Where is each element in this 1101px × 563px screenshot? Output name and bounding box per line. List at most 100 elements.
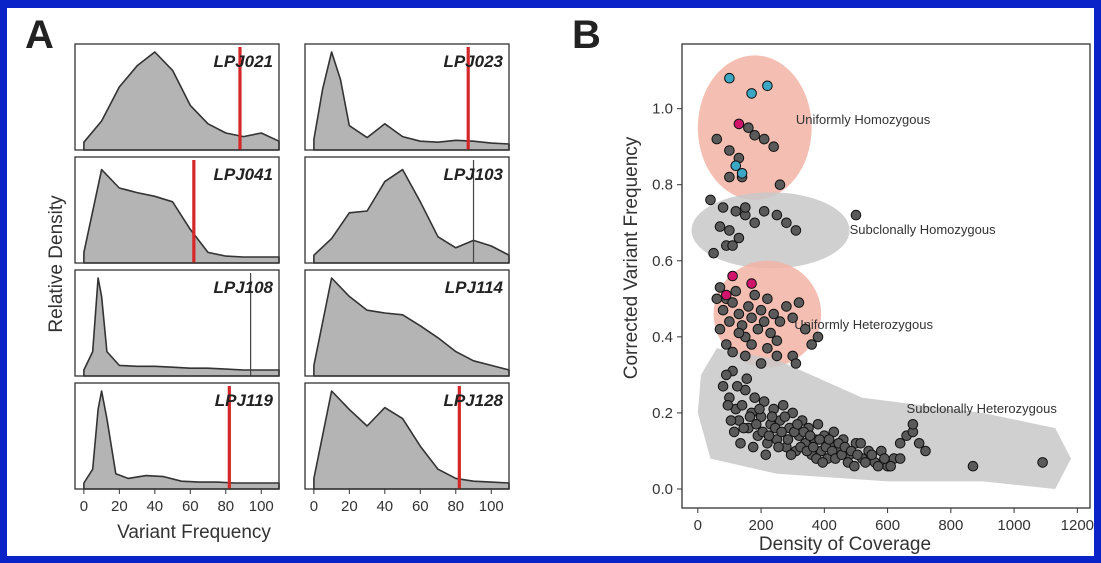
scatter-point-blue	[762, 80, 773, 92]
x-tick-label: 80	[447, 498, 464, 515]
density-panels: LPJ021 LPJ023 LPJ041 LPJ103 LPJ108 LPJ114 LPJ1…	[74, 43, 510, 515]
scatter-point-grey	[1037, 457, 1048, 468]
density-panel-lpj023: LPJ023	[304, 43, 510, 151]
scatter-point-grey	[787, 312, 799, 324]
x-tick-label: 100	[479, 498, 504, 515]
x-tick-label: 0	[694, 517, 702, 534]
scatter-point-grey	[885, 460, 897, 472]
y-tick-label: 0.4	[652, 329, 673, 346]
scatter-point-grey	[749, 130, 761, 141]
scatter-point-blue	[730, 160, 742, 171]
density-area	[83, 277, 280, 377]
scatter-point-grey	[758, 206, 770, 217]
panel-b: B Corrected Variant Frequency Density of…	[572, 13, 1094, 555]
scatter-point-grey	[733, 308, 745, 320]
scatter-point-grey	[823, 434, 835, 445]
density-frame	[74, 156, 280, 264]
scatter-point-grey	[793, 297, 805, 308]
region-label: Uniformly Heterozygous	[794, 317, 933, 332]
scatter-point-grey	[752, 323, 764, 335]
density-panel-lpj119: LPJ119 0 20 40 60 80 100	[74, 382, 280, 515]
density-frame	[304, 156, 510, 264]
sample-label: LPJ041	[213, 165, 273, 184]
region-label: Uniformly Homozygous	[796, 112, 931, 127]
y-tick-label: 0.0	[652, 481, 673, 498]
scatter-point-pink	[733, 118, 745, 130]
region-3	[713, 260, 822, 368]
scatter-point-grey	[800, 323, 811, 335]
scatter-point-grey	[779, 411, 791, 423]
x-tick-label: 100	[249, 498, 274, 515]
sample-label: LPJ021	[213, 52, 273, 71]
density-area	[83, 168, 280, 264]
panel-a-ylabel: Relative Density	[46, 195, 67, 333]
density-frame	[304, 269, 510, 377]
scatter-point-grey	[894, 438, 906, 449]
density-frame	[304, 43, 510, 151]
scatter-point-grey	[849, 460, 860, 472]
scatter-point-grey	[762, 293, 773, 305]
scatter-point-grey	[812, 419, 824, 430]
scatter-point-grey	[866, 449, 878, 461]
scatter-point-grey	[768, 308, 780, 320]
scatter-point-grey	[872, 460, 884, 472]
scatter-point-grey	[754, 403, 765, 415]
scatter-point-grey	[755, 304, 767, 316]
panel-b-letter: B	[572, 13, 601, 57]
region-1	[697, 55, 812, 200]
x-tick-label: 1200	[1061, 517, 1094, 534]
scatter-point-grey	[804, 430, 816, 442]
scatter-point-grey	[765, 327, 776, 339]
scatter-point-grey	[711, 293, 723, 305]
scatter-point-grey	[746, 339, 757, 350]
scatter-point-grey	[717, 304, 729, 316]
sample-label: LPJ023	[443, 52, 503, 71]
scatter-point-grey	[774, 179, 786, 190]
y-tick-label: 0.2	[652, 405, 673, 422]
scatter-point-grey	[808, 441, 819, 453]
density-area	[83, 51, 280, 151]
sample-label: LPJ108	[213, 278, 273, 297]
region-label: Subclonally Homozygous	[850, 222, 996, 237]
scatter-point-grey	[790, 358, 802, 369]
y-tick-label: 0.6	[652, 253, 673, 270]
density-area	[313, 390, 510, 490]
scatter-point-grey	[727, 297, 738, 308]
scatter-point-grey	[740, 350, 751, 362]
scatter-point-grey	[967, 460, 979, 472]
scatter-point-grey	[771, 335, 783, 347]
scatter-point-grey	[732, 381, 743, 392]
density-area	[313, 168, 510, 264]
scatter-point-grey	[749, 392, 761, 404]
scatter-point-grey	[907, 419, 919, 430]
scatter-point-grey	[714, 221, 726, 232]
figure: A Relative Density Variant Frequency LPJ…	[7, 8, 1094, 556]
scatter-point-grey	[790, 225, 802, 236]
scatter-point-blue	[736, 168, 748, 179]
scatter-point-grey	[743, 301, 754, 312]
scatter-point-grey	[727, 240, 738, 251]
scatter-point-grey	[730, 206, 742, 217]
scatter-point-grey	[724, 145, 735, 156]
scatter-point-grey	[782, 434, 794, 445]
density-frame	[74, 269, 280, 377]
scatter-point-grey	[771, 209, 783, 221]
density-area	[83, 390, 280, 490]
x-tick-label: 200	[749, 517, 774, 534]
scatter-point-blue	[746, 88, 757, 99]
density-panel-lpj114: LPJ114	[304, 269, 510, 377]
figure-svg: A Relative Density Variant Frequency LPJ…	[25, 13, 1094, 555]
scatter-point-grey	[806, 339, 818, 350]
scatter-point-grey	[758, 316, 770, 327]
scatter-point-blue	[724, 72, 735, 84]
scatter-point-grey	[746, 312, 757, 324]
region-label: Subclonally Heterozygous	[907, 401, 1058, 416]
scatter-point-grey	[724, 316, 735, 327]
scatter-point-grey	[705, 194, 716, 206]
density-area	[313, 51, 510, 151]
scatter-point-grey	[708, 247, 719, 259]
scatter-point-grey	[760, 449, 772, 461]
scatter-frame	[681, 43, 1091, 509]
scatter-point-grey	[724, 171, 735, 183]
panel-b-ylabel: Corrected Variant Frequency	[621, 136, 642, 379]
